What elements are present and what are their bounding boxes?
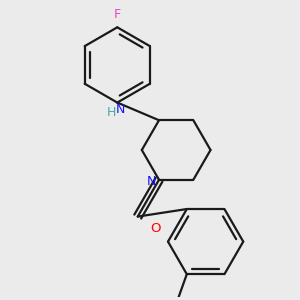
Text: O: O (151, 221, 161, 235)
Text: N: N (147, 175, 156, 188)
Text: F: F (114, 8, 121, 21)
Text: N: N (116, 103, 125, 116)
Text: H: H (106, 106, 116, 119)
